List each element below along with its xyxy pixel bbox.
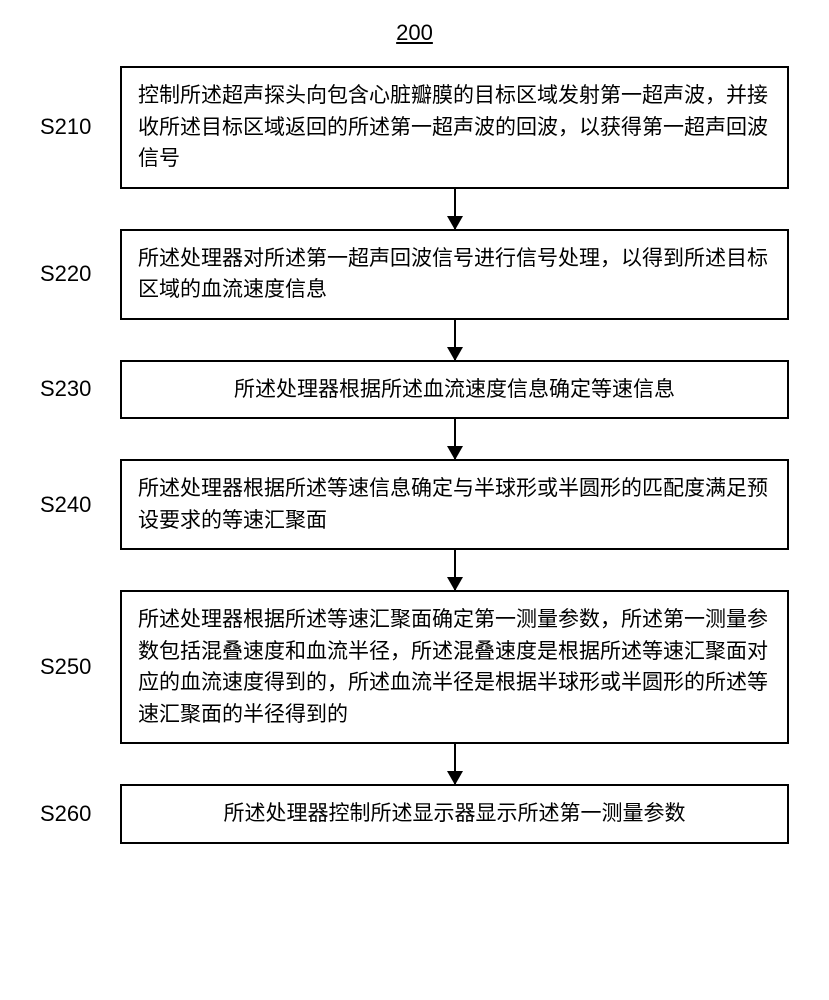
step-row-1: S210 控制所述超声探头向包含心脏瓣膜的目标区域发射第一超声波，并接收所述目标… (40, 66, 789, 189)
step-label-s230: S230 (40, 376, 120, 402)
arrow-4 (40, 550, 789, 590)
diagram-title: 200 (40, 20, 789, 46)
step-label-s260: S260 (40, 801, 120, 827)
step-label-s250: S250 (40, 654, 120, 680)
step-label-s240: S240 (40, 492, 120, 518)
arrow-1 (40, 189, 789, 229)
flowchart-container: S210 控制所述超声探头向包含心脏瓣膜的目标区域发射第一超声波，并接收所述目标… (40, 66, 789, 844)
arrow-5 (40, 744, 789, 784)
step-box-s240: 所述处理器根据所述等速信息确定与半球形或半圆形的匹配度满足预设要求的等速汇聚面 (120, 459, 789, 550)
step-box-s210: 控制所述超声探头向包含心脏瓣膜的目标区域发射第一超声波，并接收所述目标区域返回的… (120, 66, 789, 189)
step-box-s250: 所述处理器根据所述等速汇聚面确定第一测量参数，所述第一测量参数包括混叠速度和血流… (120, 590, 789, 744)
step-row-5: S250 所述处理器根据所述等速汇聚面确定第一测量参数，所述第一测量参数包括混叠… (40, 590, 789, 744)
step-box-s220: 所述处理器对所述第一超声回波信号进行信号处理，以得到所述目标区域的血流速度信息 (120, 229, 789, 320)
step-row-4: S240 所述处理器根据所述等速信息确定与半球形或半圆形的匹配度满足预设要求的等… (40, 459, 789, 550)
step-row-6: S260 所述处理器控制所述显示器显示所述第一测量参数 (40, 784, 789, 844)
arrow-2 (40, 320, 789, 360)
step-label-s220: S220 (40, 261, 120, 287)
arrow-3 (40, 419, 789, 459)
step-box-s260: 所述处理器控制所述显示器显示所述第一测量参数 (120, 784, 789, 844)
step-label-s210: S210 (40, 114, 120, 140)
step-box-s230: 所述处理器根据所述血流速度信息确定等速信息 (120, 360, 789, 420)
step-row-2: S220 所述处理器对所述第一超声回波信号进行信号处理，以得到所述目标区域的血流… (40, 229, 789, 320)
step-row-3: S230 所述处理器根据所述血流速度信息确定等速信息 (40, 360, 789, 420)
